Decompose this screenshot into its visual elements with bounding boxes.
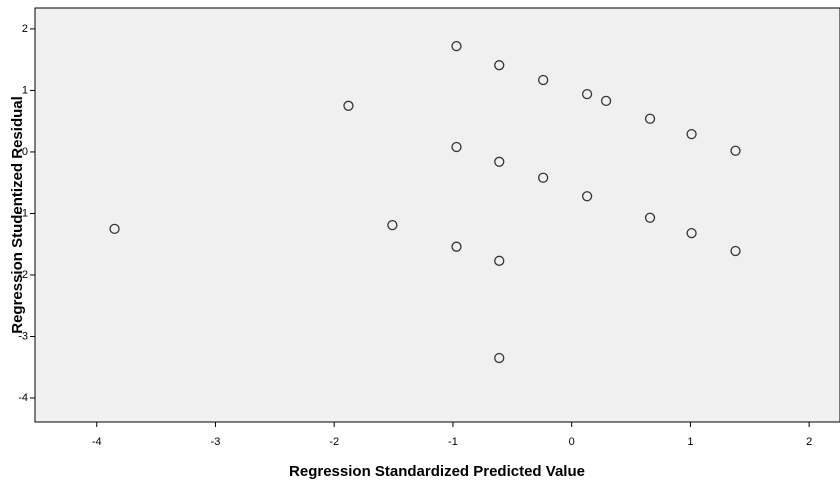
- point: [109, 223, 120, 234]
- y-tick-label: -4: [18, 392, 28, 404]
- y-tick-label: 2: [22, 23, 28, 35]
- x-tick-label: -1: [448, 436, 458, 448]
- point: [600, 95, 612, 107]
- point: [581, 191, 593, 202]
- point: [451, 40, 462, 52]
- y-tick-label: 1: [22, 84, 28, 96]
- point: [730, 145, 741, 156]
- x-tick-label: 0: [569, 436, 575, 448]
- y-tick-label: -1: [18, 207, 28, 219]
- point: [451, 241, 462, 252]
- plot-area: [34, 7, 840, 423]
- point: [494, 255, 505, 266]
- point: [538, 172, 549, 183]
- point: [494, 352, 505, 364]
- point: [451, 141, 462, 153]
- y-tick-label: -3: [18, 330, 28, 342]
- point: [730, 245, 741, 257]
- point: [581, 88, 593, 100]
- point: [494, 60, 505, 71]
- y-axis-title: Regression Studentized Residual: [9, 96, 26, 334]
- x-axis-title: Regression Standardized Predicted Value: [289, 463, 585, 480]
- point: [644, 212, 656, 223]
- point: [686, 227, 697, 239]
- point: [686, 128, 697, 140]
- x-tick-label: -4: [92, 436, 102, 448]
- x-tick-label: 2: [806, 436, 812, 448]
- point: [538, 74, 549, 86]
- x-tick-label: -2: [329, 436, 339, 448]
- point: [644, 113, 656, 124]
- point: [494, 156, 505, 167]
- x-tick-label: 1: [687, 436, 693, 448]
- point: [387, 220, 398, 231]
- y-tick-label: 0: [22, 146, 28, 158]
- x-tick-label: -3: [211, 436, 221, 448]
- y-tick-label: -2: [18, 269, 28, 281]
- point: [343, 100, 354, 111]
